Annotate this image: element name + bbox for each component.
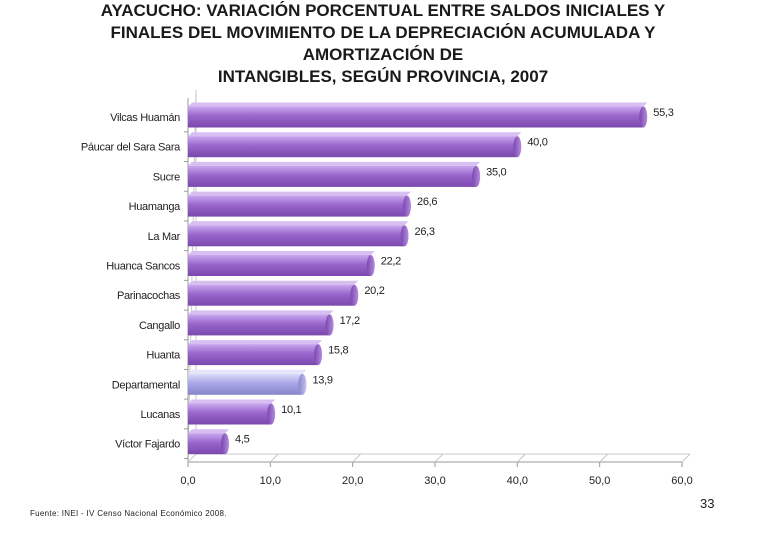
category-label: Sucre xyxy=(153,171,180,183)
bar-cap xyxy=(298,373,307,395)
bar xyxy=(188,191,412,217)
bar-top xyxy=(188,102,648,107)
value-label: 20,2 xyxy=(364,285,384,297)
bar-top xyxy=(188,161,481,166)
category-label: Víctor Fajardo xyxy=(115,439,180,451)
value-label: 55,3 xyxy=(653,107,673,119)
bar-cap xyxy=(639,106,648,128)
bar-top xyxy=(188,251,375,255)
bar xyxy=(188,280,359,306)
bar xyxy=(188,251,375,276)
bar xyxy=(188,161,481,187)
bar-cap xyxy=(403,195,412,217)
bar-top xyxy=(188,369,307,374)
floor-tick xyxy=(187,453,197,463)
floor-tick xyxy=(599,453,609,463)
x-tick-label: 40,0 xyxy=(507,475,528,487)
value-label: 40,0 xyxy=(527,137,547,149)
category-label: Huanta xyxy=(146,350,181,362)
bar-cap xyxy=(325,314,334,336)
title-line-2: FINALES DEL MOVIMIENTO DE LA DEPRECIACIÓ… xyxy=(110,23,656,42)
bar-top xyxy=(188,399,276,404)
bar-body xyxy=(188,165,477,187)
bar-top xyxy=(188,191,412,196)
bar-cap xyxy=(472,165,481,187)
floor-tick xyxy=(681,453,691,463)
bar-top xyxy=(188,132,522,137)
category-label: Lucanas xyxy=(141,409,181,421)
bar-body xyxy=(188,433,226,455)
title-line-4: INTANGIBLES, SEGÚN PROVINCIA, 2007 xyxy=(217,67,549,86)
bar xyxy=(188,310,334,336)
floor-tick xyxy=(434,453,444,463)
bar-cap xyxy=(400,225,409,247)
x-tick-label: 20,0 xyxy=(342,475,363,487)
bar-top xyxy=(188,310,334,315)
bar-cap xyxy=(314,344,323,366)
value-label: 35,0 xyxy=(486,166,506,178)
bar-body xyxy=(188,344,319,366)
value-label: 22,2 xyxy=(381,256,401,268)
bar xyxy=(188,132,522,158)
bar-cap xyxy=(366,255,375,276)
value-label: 10,1 xyxy=(281,404,301,416)
bar-top xyxy=(188,280,359,285)
source-note: Fuente: INEI - IV Censo Nacional Económi… xyxy=(30,509,227,518)
floor-tick xyxy=(516,453,526,463)
category-label: Huamanga xyxy=(129,201,182,213)
category-label: Departamental xyxy=(112,379,180,391)
chart-title: AYACUCHO: VARIACIÓN PORCENTUAL ENTRE SAL… xyxy=(0,0,766,88)
page-number: 33 xyxy=(700,496,715,511)
bar-cap xyxy=(267,403,276,425)
x-tick-label: 50,0 xyxy=(589,475,610,487)
bar-body xyxy=(188,373,303,395)
value-label: 26,3 xyxy=(415,226,435,238)
bar-body xyxy=(188,195,408,217)
bar-top xyxy=(188,221,409,226)
bar-cap xyxy=(221,433,230,455)
bar-body xyxy=(188,284,355,306)
category-label: La Mar xyxy=(148,231,181,243)
x-tick-label: 0,0 xyxy=(180,475,195,487)
bar-top xyxy=(188,429,230,434)
bar-body xyxy=(188,225,405,247)
bar-body xyxy=(188,255,371,276)
bar xyxy=(188,102,648,128)
x-tick-label: 30,0 xyxy=(424,475,445,487)
floor-tick xyxy=(352,453,362,463)
bar-body xyxy=(188,403,272,425)
title-line-1: AYACUCHO: VARIACIÓN PORCENTUAL ENTRE SAL… xyxy=(100,1,666,20)
category-label: Vilcas Huamán xyxy=(110,112,180,124)
category-label: Parinacochas xyxy=(117,290,181,302)
x-tick-label: 60,0 xyxy=(671,475,692,487)
floor-tick xyxy=(269,453,279,463)
bar-cap xyxy=(350,284,359,306)
category-label: Cangallo xyxy=(139,320,180,332)
category-label: Páucar del Sara Sara xyxy=(81,142,181,154)
bar xyxy=(188,369,307,395)
category-label: Huanca Sancos xyxy=(106,261,181,273)
bar-body xyxy=(188,314,330,336)
value-label: 17,2 xyxy=(340,315,360,327)
title-line-3: AMORTIZACIÓN DE xyxy=(302,45,464,64)
bar-cap xyxy=(513,136,522,158)
bar-body xyxy=(188,136,518,158)
value-label: 26,6 xyxy=(417,196,437,208)
bar xyxy=(188,340,323,366)
bar-top xyxy=(188,340,323,345)
value-label: 13,9 xyxy=(312,374,332,386)
value-label: 15,8 xyxy=(328,345,348,357)
bar xyxy=(188,399,276,425)
bar xyxy=(188,221,409,247)
bar xyxy=(188,429,230,455)
bar-body xyxy=(188,106,644,128)
value-label: 4,5 xyxy=(235,434,250,446)
x-tick-label: 10,0 xyxy=(260,475,281,487)
